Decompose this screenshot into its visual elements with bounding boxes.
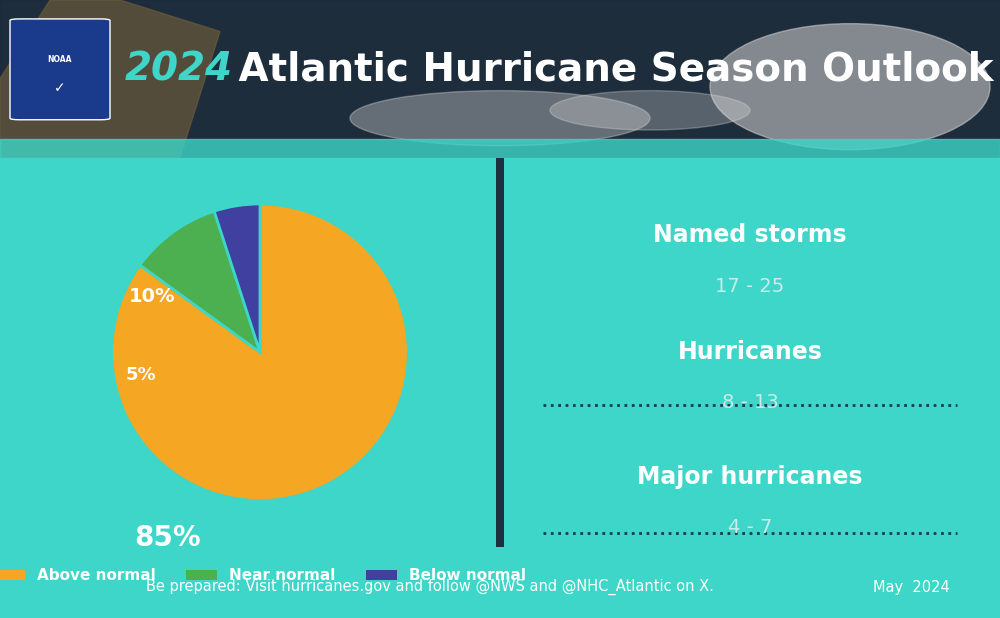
Wedge shape <box>140 211 260 352</box>
Legend: Above normal, Near normal, Below normal: Above normal, Near normal, Below normal <box>0 562 532 590</box>
Polygon shape <box>0 0 220 158</box>
Text: 17 - 25: 17 - 25 <box>715 277 785 295</box>
Bar <box>0 138 1000 158</box>
Text: 5%: 5% <box>126 365 157 384</box>
Text: ✓: ✓ <box>54 81 66 95</box>
Text: Named storms: Named storms <box>653 224 847 247</box>
Ellipse shape <box>710 23 990 150</box>
Text: 2024: 2024 <box>125 50 233 88</box>
Wedge shape <box>214 204 260 352</box>
Text: 4 - 7: 4 - 7 <box>728 518 772 537</box>
Wedge shape <box>112 204 408 501</box>
Text: 8 - 13: 8 - 13 <box>722 394 778 412</box>
Text: 10%: 10% <box>129 287 176 306</box>
Text: May  2024: May 2024 <box>873 580 950 595</box>
Text: Major hurricanes: Major hurricanes <box>637 465 863 489</box>
Text: NOAA: NOAA <box>48 56 72 64</box>
Text: Atlantic Hurricane Season Outlook: Atlantic Hurricane Season Outlook <box>225 50 994 88</box>
Ellipse shape <box>350 91 650 146</box>
Text: 85%: 85% <box>134 523 201 552</box>
Text: Hurricanes: Hurricanes <box>678 341 822 364</box>
Text: Be prepared: Visit hurricanes.gov and follow @NWS and @NHC_Atlantic on X.: Be prepared: Visit hurricanes.gov and fo… <box>146 579 714 595</box>
Ellipse shape <box>550 91 750 130</box>
FancyBboxPatch shape <box>10 19 110 120</box>
